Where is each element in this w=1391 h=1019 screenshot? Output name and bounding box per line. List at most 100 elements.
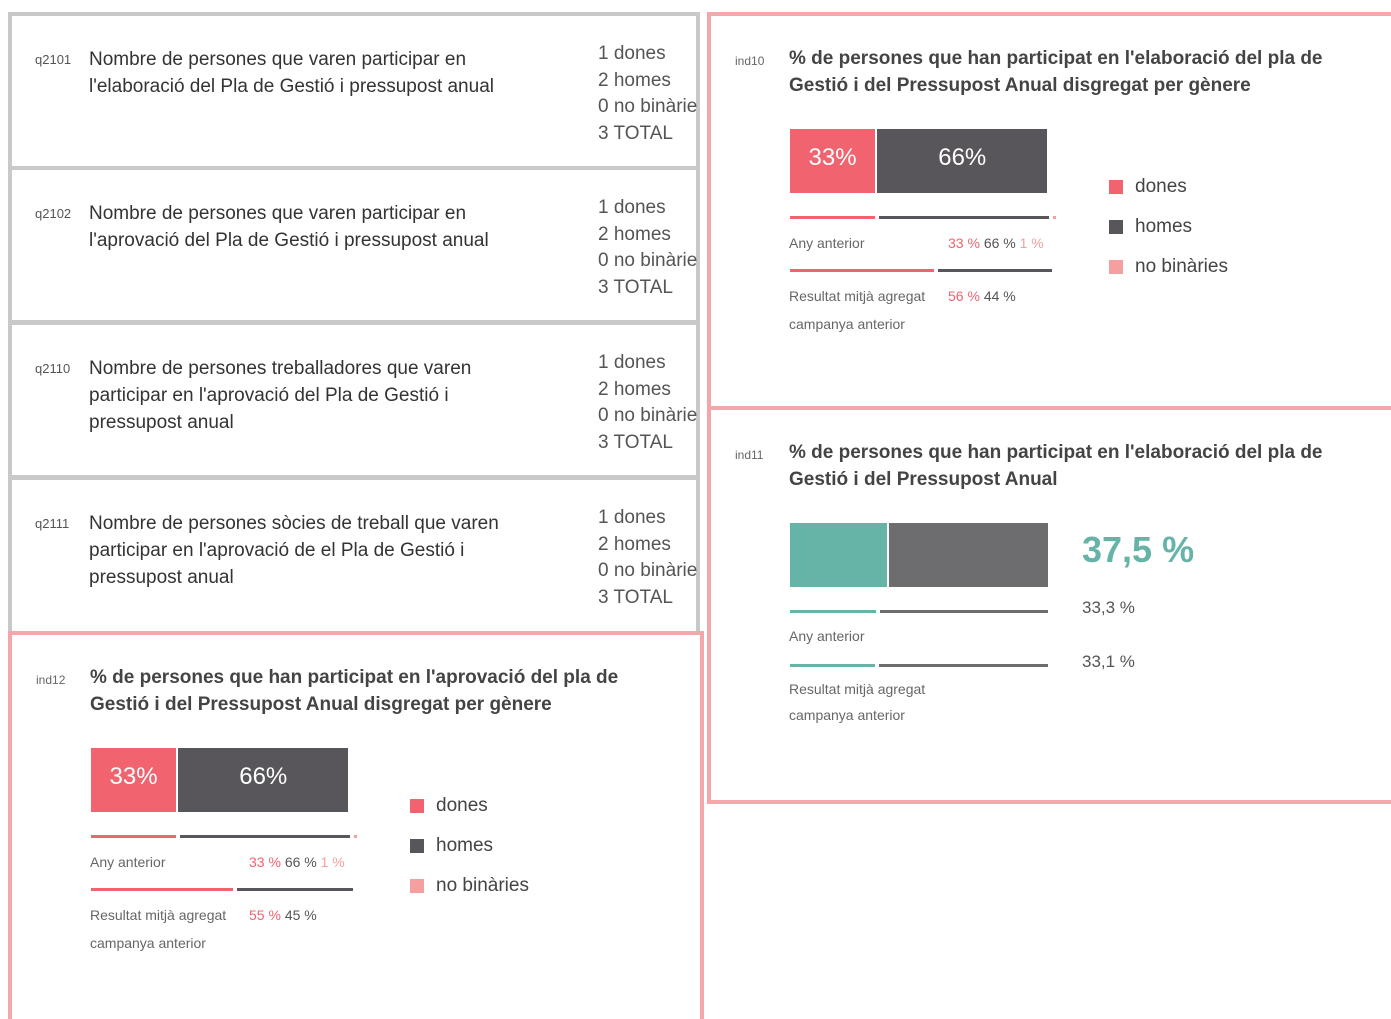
count-line: 3 TOTAL (598, 121, 697, 148)
count-label: TOTAL (613, 431, 673, 453)
bar-segment: 66% (877, 129, 1048, 193)
count-line: 1 dones (598, 505, 697, 532)
average-label: Resultat mitjà agregat campanya anterior (789, 288, 926, 332)
count-number: 2 (598, 378, 609, 400)
count-line: 2 homes (598, 68, 697, 95)
bar-label: 66% (239, 763, 288, 790)
previous-value: 33 % (948, 235, 980, 251)
count-line: 0 no binàries (598, 94, 697, 121)
count-line: 1 dones (598, 195, 697, 222)
count-line: 3 TOTAL (598, 430, 697, 457)
question-text: Nombre de persones que varen participar … (89, 49, 494, 97)
count-line: 2 homes (598, 377, 697, 404)
average-label: Resultat mitjà agregat campanya anterior (90, 907, 227, 951)
average-value: 45 % (284, 907, 317, 923)
indicator-panel (707, 406, 1391, 804)
question-code: q2110 (35, 361, 71, 376)
indicator-title: % de persones que han participat en l'el… (789, 48, 1323, 96)
bar-rest (888, 523, 1048, 587)
count-label: dones (613, 352, 666, 373)
comparison-line (354, 835, 357, 838)
legend-swatch (410, 839, 424, 853)
count-label: dones (613, 507, 666, 528)
count-label: TOTAL (613, 276, 673, 298)
count-number: 1 (598, 197, 609, 218)
count-label: no binàries (613, 405, 697, 426)
count-line: 2 homes (598, 532, 697, 559)
comparison-line (938, 269, 1052, 272)
previous-value: 66 % (284, 854, 317, 870)
comparison-line (879, 216, 1050, 219)
count-label: homes (613, 223, 671, 245)
comparison-rest (879, 610, 1048, 613)
legend-swatch (410, 879, 424, 893)
indicator-code: ind10 (735, 54, 765, 68)
count-number: 1 (598, 507, 609, 528)
average-label: Resultat mitjà agregat campanya anterior (789, 681, 926, 723)
count-number: 1 (598, 43, 609, 64)
previous-label: Any anterior (789, 628, 865, 644)
count-number: 0 (598, 250, 609, 271)
legend-label: dones (436, 795, 488, 816)
count-number: 3 (598, 431, 609, 453)
bar-segment: 66% (178, 748, 349, 812)
bar-segment: 33% (790, 129, 876, 193)
comparison-line (790, 216, 876, 219)
count-label: TOTAL (613, 586, 673, 608)
average-value: 55 % (249, 907, 281, 923)
previous-label: Any anterior (789, 235, 865, 251)
question-code: q2102 (35, 206, 72, 221)
count-number: 0 (598, 560, 609, 581)
count-number: 0 (598, 96, 609, 117)
question-text: Nombre de persones treballadores que var… (89, 358, 472, 433)
comparison-line (91, 888, 233, 891)
average-values: 55 % 45 % (249, 901, 317, 929)
previous-value: 66 % (983, 235, 1016, 251)
average-value: 44 % (983, 288, 1016, 304)
count-number: 3 (598, 586, 609, 608)
count-line: 1 dones (598, 41, 697, 68)
count-label: homes (613, 69, 671, 91)
count-line: 2 homes (598, 222, 697, 249)
legend-swatch (410, 799, 424, 813)
count-number: 2 (598, 69, 609, 91)
count-label: dones (613, 43, 666, 64)
bar-label: 66% (938, 144, 987, 171)
average-value: 56 % (948, 288, 980, 304)
previous-values: 33 % 66 % 1 % (249, 851, 345, 873)
count-number: 3 (598, 276, 609, 298)
legend-label: dones (1135, 176, 1187, 197)
count-line: 0 no binàries (598, 248, 697, 275)
average-values: 56 % 44 % (948, 282, 1016, 310)
previous-label: Any anterior (90, 854, 166, 870)
comparison-rest (879, 664, 1048, 667)
count-label: TOTAL (613, 122, 673, 144)
count-line: 1 dones (598, 350, 697, 377)
bar-segment: 33% (91, 748, 177, 812)
comparison-line (790, 269, 935, 272)
legend-label: no binàries (1135, 256, 1228, 277)
legend-label: homes (436, 835, 494, 856)
previous-value: 1 % (320, 854, 345, 870)
legend-label: no binàries (436, 875, 529, 896)
count-label: no binàries (613, 250, 697, 271)
indicator-title: % de persones que han participat en l'el… (789, 442, 1323, 490)
legend-swatch (1109, 260, 1123, 274)
comparison-line (91, 835, 177, 838)
question-text: Nombre de persones que varen participar … (89, 203, 489, 251)
count-line: 0 no binàries (598, 403, 697, 430)
bar-label: 33% (109, 763, 158, 790)
count-number: 2 (598, 223, 609, 245)
comparison-line (1053, 216, 1056, 219)
count-label: no binàries (613, 96, 697, 117)
previous-value: 1 % (1019, 235, 1044, 251)
question-code: q2101 (35, 52, 72, 67)
legend-label: homes (1135, 216, 1193, 237)
count-number: 2 (598, 533, 609, 555)
count-line: 0 no binàries (598, 558, 697, 585)
count-line: 3 TOTAL (598, 275, 697, 302)
